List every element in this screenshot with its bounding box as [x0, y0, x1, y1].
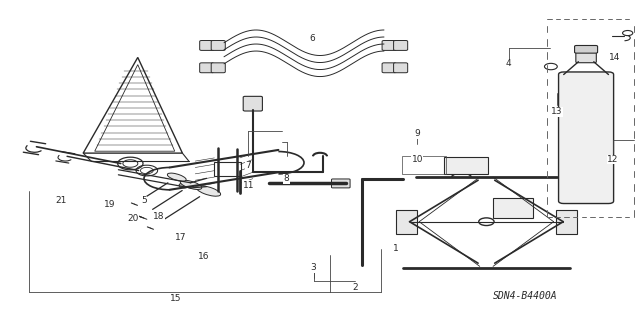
Text: 15: 15 [170, 294, 182, 303]
Text: 7: 7 [246, 161, 251, 170]
FancyBboxPatch shape [382, 41, 396, 50]
FancyBboxPatch shape [576, 51, 596, 63]
FancyBboxPatch shape [394, 63, 408, 73]
Text: 17: 17 [175, 233, 186, 242]
FancyBboxPatch shape [575, 46, 598, 53]
Text: 2: 2 [353, 283, 358, 292]
FancyBboxPatch shape [243, 96, 262, 111]
Text: 14: 14 [609, 53, 620, 62]
Text: 18: 18 [153, 212, 164, 221]
FancyBboxPatch shape [200, 63, 214, 73]
FancyBboxPatch shape [396, 210, 417, 234]
FancyBboxPatch shape [200, 41, 214, 50]
Text: 19: 19 [104, 200, 116, 209]
Ellipse shape [196, 186, 221, 196]
FancyBboxPatch shape [211, 41, 225, 50]
Text: 16: 16 [198, 252, 209, 261]
Ellipse shape [180, 180, 202, 189]
FancyBboxPatch shape [444, 157, 488, 174]
Text: 10: 10 [412, 155, 423, 164]
FancyBboxPatch shape [211, 63, 225, 73]
Ellipse shape [167, 173, 186, 181]
FancyBboxPatch shape [559, 72, 614, 204]
Text: SDN4-B4400A: SDN4-B4400A [493, 292, 557, 301]
Text: 11: 11 [243, 181, 254, 189]
FancyBboxPatch shape [382, 63, 396, 73]
Circle shape [545, 63, 557, 70]
Circle shape [479, 218, 494, 226]
FancyBboxPatch shape [332, 179, 350, 188]
Text: 8: 8 [284, 174, 289, 183]
FancyBboxPatch shape [394, 41, 408, 50]
FancyBboxPatch shape [556, 210, 577, 234]
Circle shape [179, 183, 189, 188]
Text: 1: 1 [393, 244, 398, 253]
Text: 20: 20 [127, 214, 139, 223]
Text: 12: 12 [607, 155, 619, 164]
FancyBboxPatch shape [493, 198, 532, 218]
Text: 13: 13 [551, 107, 563, 116]
Text: 9: 9 [415, 130, 420, 138]
Text: 4: 4 [506, 59, 511, 68]
Circle shape [623, 31, 633, 36]
Text: 21: 21 [55, 197, 67, 205]
Text: 3: 3 [311, 263, 316, 272]
Text: 6: 6 [310, 34, 315, 43]
Text: 5: 5 [141, 197, 147, 205]
